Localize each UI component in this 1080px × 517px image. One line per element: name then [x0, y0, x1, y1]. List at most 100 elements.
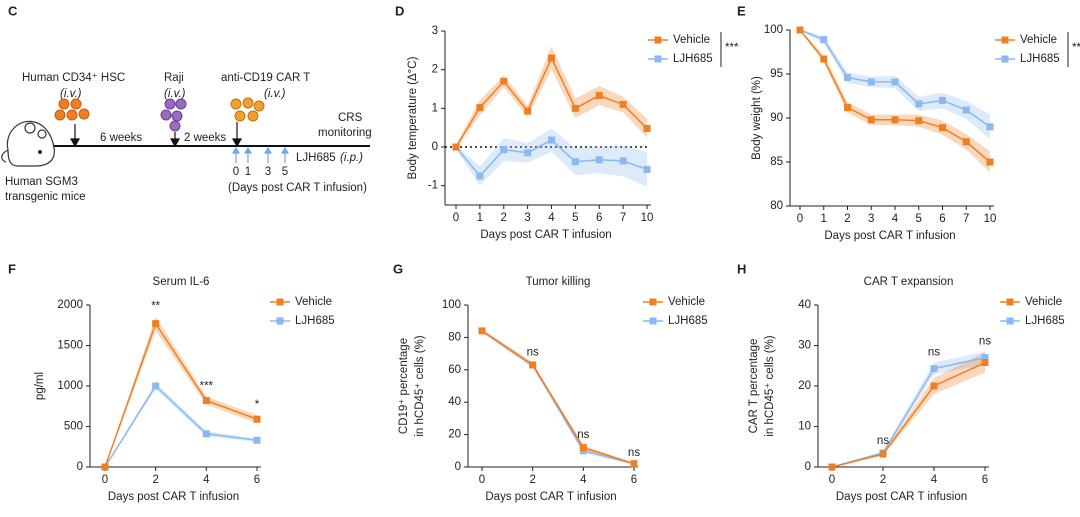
series-line	[481, 330, 635, 465]
x-tick-label: 10	[984, 213, 997, 225]
treatment-route: (i.p.)	[340, 152, 363, 164]
x-tick-label: 5	[916, 213, 922, 225]
data-point	[820, 36, 828, 44]
data-point	[820, 55, 828, 63]
mouse-label: transgenic mice	[5, 191, 86, 203]
chart: F Serum IL-6 0 500 1000 1500 2000 0 2 4 6 Days post…	[8, 261, 335, 503]
data-point	[930, 365, 938, 373]
data-point	[452, 143, 460, 151]
error-band	[456, 128, 647, 187]
annotation: ns	[527, 347, 539, 359]
data-point	[643, 165, 651, 173]
y-tick-label: 85	[770, 156, 783, 168]
x-tick-label: 5	[572, 212, 578, 224]
legend-marker	[1001, 36, 1009, 44]
data-point	[152, 382, 160, 390]
legend-label: Vehicle	[668, 296, 705, 308]
y-tick-label: 100	[442, 299, 461, 311]
x-tick-label: 2	[501, 212, 507, 224]
data-point	[962, 106, 970, 114]
y-axis-label: in hCD45⁺ cells (%)	[414, 335, 426, 436]
chart: G Tumor killing 0 20 40 60 80 100 0 2 4 6 Days post …	[393, 261, 708, 503]
data-point	[524, 149, 532, 157]
y-axis-label: pg/ml	[34, 372, 46, 400]
data-point	[478, 327, 486, 335]
chart-title: Tumor killing	[526, 276, 591, 288]
panel-label: G	[393, 261, 403, 276]
y-axis-label: Body weight (%)	[751, 76, 763, 160]
x-axis-label: Days post CAR T infusion	[108, 491, 239, 503]
data-point	[796, 26, 804, 34]
significance: ***	[725, 42, 739, 54]
x-axis-label: Days post CAR T infusion	[824, 230, 955, 242]
treatment: LJH685	[296, 152, 336, 164]
x-tick-label: 4	[892, 213, 899, 225]
error-band	[482, 329, 634, 465]
monitoring: CRS	[338, 112, 363, 124]
y-tick-label: 500	[64, 421, 83, 433]
day: 1	[245, 166, 251, 178]
data-point	[595, 92, 603, 100]
y-axis-label: CD19⁺ percentage	[398, 338, 410, 434]
series-line	[104, 321, 258, 468]
y-tick-label: 20	[448, 429, 461, 441]
legend-marker	[1006, 317, 1014, 325]
x-tick-label: 1	[821, 213, 827, 225]
data-point	[879, 450, 887, 458]
step-label: anti-CD19 CAR T	[221, 72, 310, 84]
x-tick-label: 6	[254, 474, 260, 486]
panel-label: E	[737, 3, 746, 18]
significance: **	[1072, 42, 1080, 54]
step-label: Human CD34⁺ HSC	[22, 72, 125, 84]
data-point	[630, 460, 638, 468]
data-point	[915, 100, 923, 108]
x-tick-label: 3	[524, 212, 530, 224]
legend-marker	[654, 55, 662, 63]
data-point	[867, 116, 875, 124]
data-point	[981, 354, 989, 362]
x-axis-label: Days post CAR T infusion	[485, 491, 616, 503]
y-tick-label: 95	[770, 68, 783, 80]
y-tick-label: 80	[770, 200, 783, 212]
error-band	[456, 46, 647, 149]
mouse-label: Human SGM3	[5, 176, 78, 188]
data-point	[253, 415, 261, 423]
data-point	[986, 158, 994, 166]
y-tick-label: 100	[764, 24, 783, 36]
y-tick-label: 2000	[57, 299, 83, 311]
day: 0	[233, 166, 239, 178]
data-point	[828, 463, 836, 471]
data-point	[619, 100, 627, 108]
annotation: *	[255, 399, 260, 411]
chart: D -1 0 1 2 3 0 1 2 3 4 5 6 7 10 Days post CAR T infusio…	[395, 3, 739, 241]
y-tick-label: 1000	[57, 380, 83, 392]
y-axis-label: in hCD45⁺ cells (%)	[764, 335, 776, 436]
arrows	[40, 122, 370, 148]
chart-title: CAR T expansion	[864, 276, 954, 288]
data-point	[891, 78, 899, 86]
x-tick-label: 0	[453, 212, 459, 224]
legend-marker	[649, 317, 657, 325]
legend-label: LJH685	[668, 315, 708, 327]
interval: 6 weeks	[100, 132, 142, 144]
panel-label: C	[8, 3, 18, 18]
legend-marker	[276, 298, 284, 306]
data-point	[595, 156, 603, 164]
data-point	[202, 430, 210, 438]
x-tick-label: 0	[102, 474, 108, 486]
data-point	[476, 104, 484, 112]
day: 5	[282, 166, 288, 178]
data-point	[844, 103, 851, 111]
treatment-arrows	[231, 146, 290, 163]
raji-cells	[160, 98, 187, 132]
data-point	[529, 361, 537, 369]
legend-label: Vehicle	[673, 34, 710, 46]
y-tick-label: 10	[798, 421, 811, 433]
legend-label: Vehicle	[1020, 34, 1057, 46]
x-tick-label: 2	[844, 213, 850, 225]
data-point	[962, 138, 970, 146]
data-point	[981, 359, 989, 367]
data-point	[548, 136, 555, 144]
x-tick-label: 2	[880, 474, 886, 486]
data-point	[500, 146, 508, 154]
